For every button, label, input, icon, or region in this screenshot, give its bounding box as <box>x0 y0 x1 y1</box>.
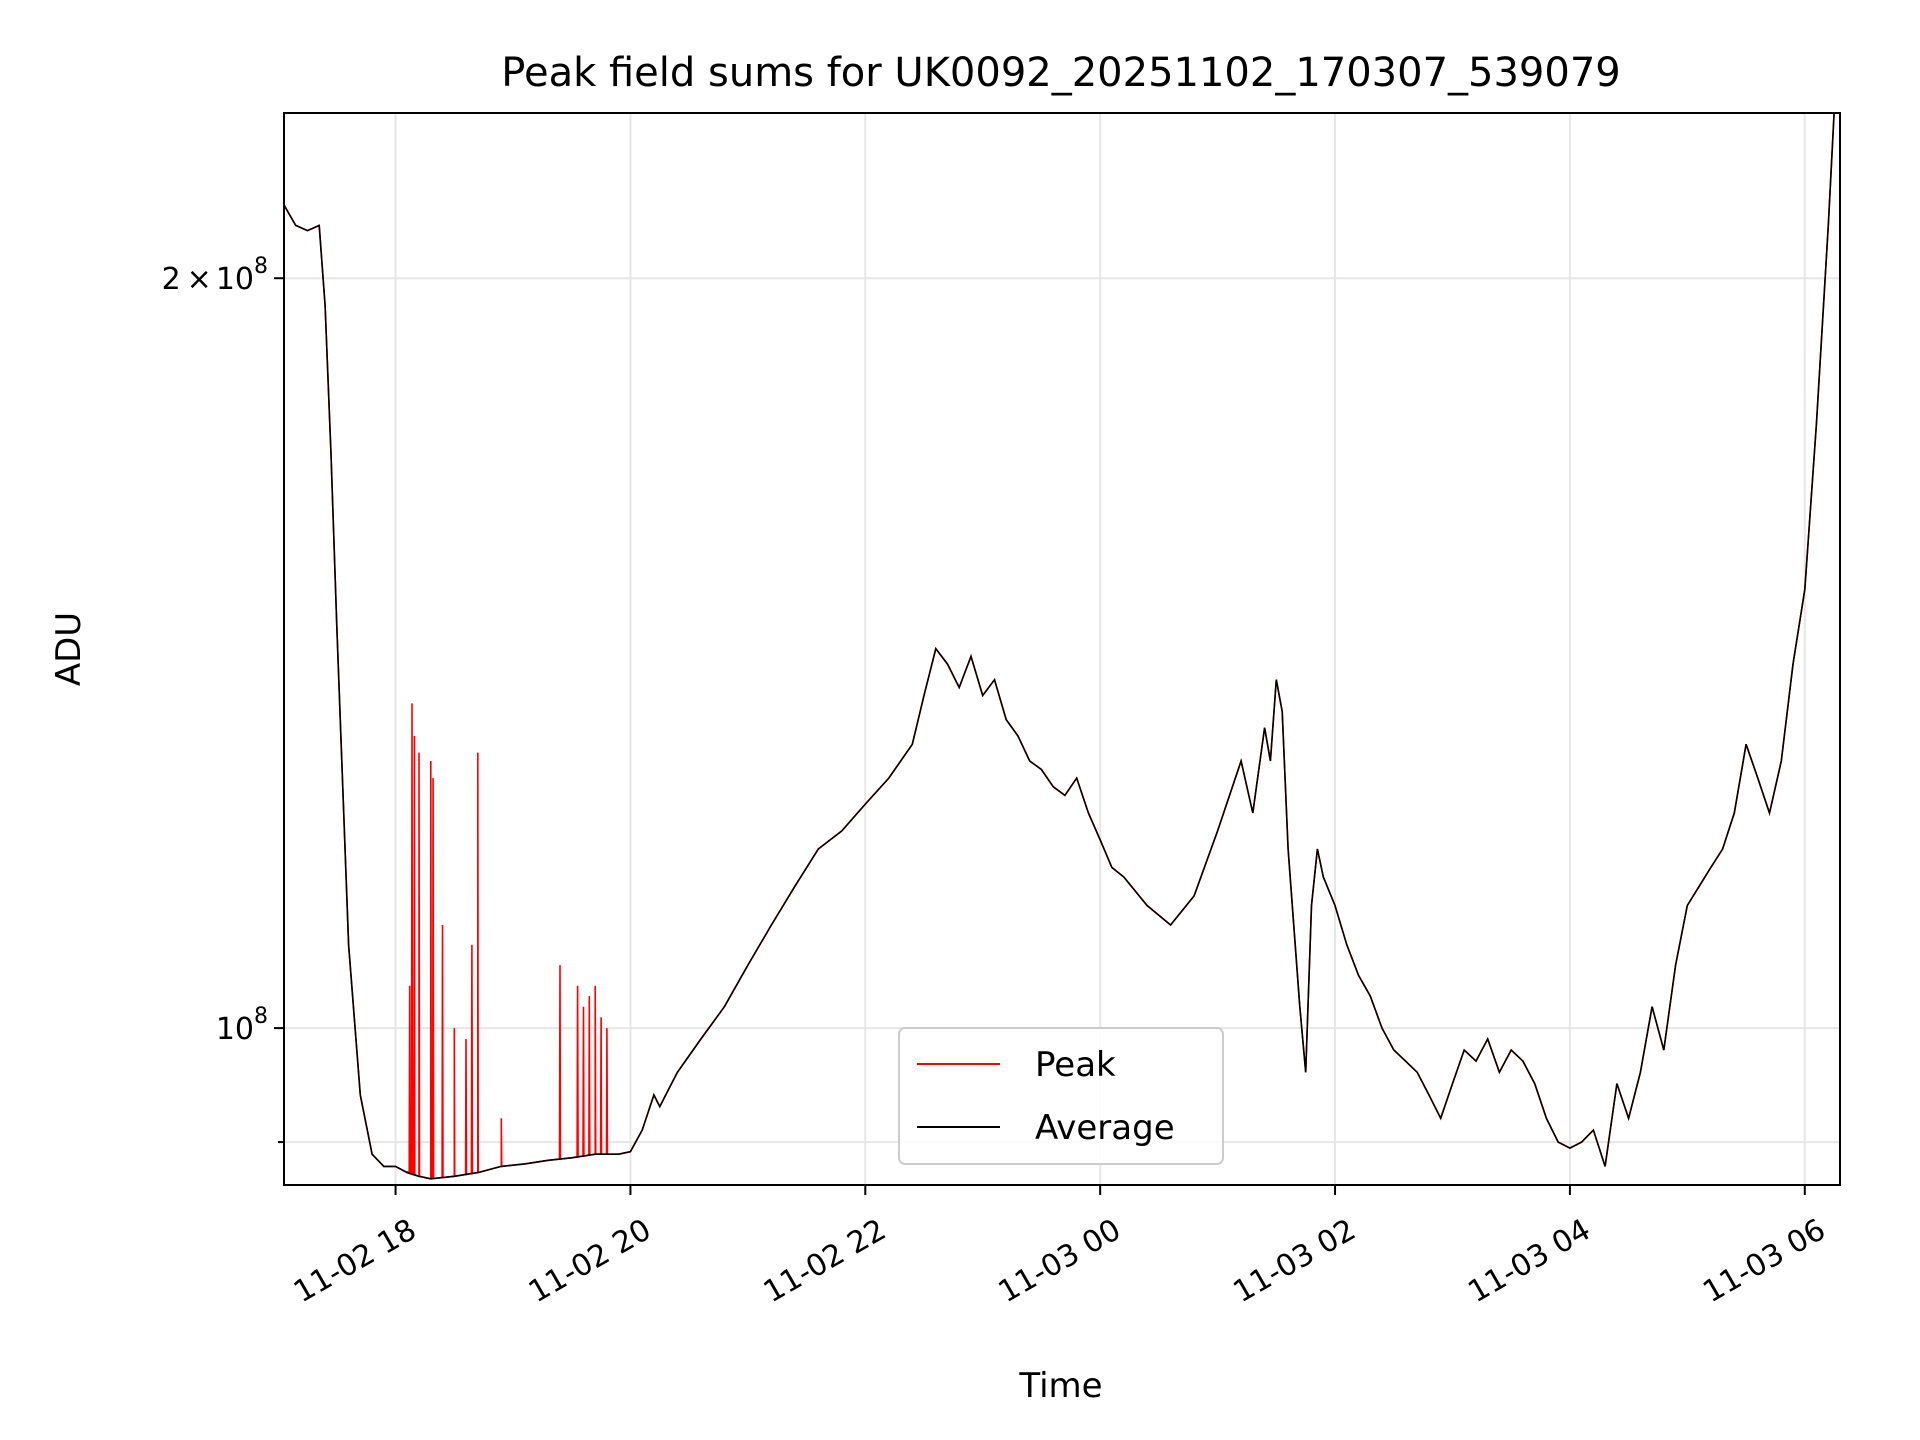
legend-label-average: Average <box>1035 1108 1175 1148</box>
x-axis-label: Time <box>1018 1366 1102 1406</box>
y-axis-label: ADU <box>49 612 89 686</box>
plot-frame <box>283 112 1841 1186</box>
legend: Peak Average <box>898 1027 1224 1165</box>
y-axis-ticks: 2 × 108 108 <box>162 254 284 1144</box>
chart-title: Peak field sums for UK0092_20251102_1703… <box>501 50 1620 96</box>
plot-series <box>284 113 1835 1180</box>
legend-label-peak: Peak <box>1035 1045 1116 1085</box>
y-tick-label: 2 × 108 <box>162 254 268 297</box>
series-line-average <box>284 113 1835 1180</box>
legend-box <box>898 1027 1224 1165</box>
y-tick-label: 108 <box>216 1004 268 1047</box>
